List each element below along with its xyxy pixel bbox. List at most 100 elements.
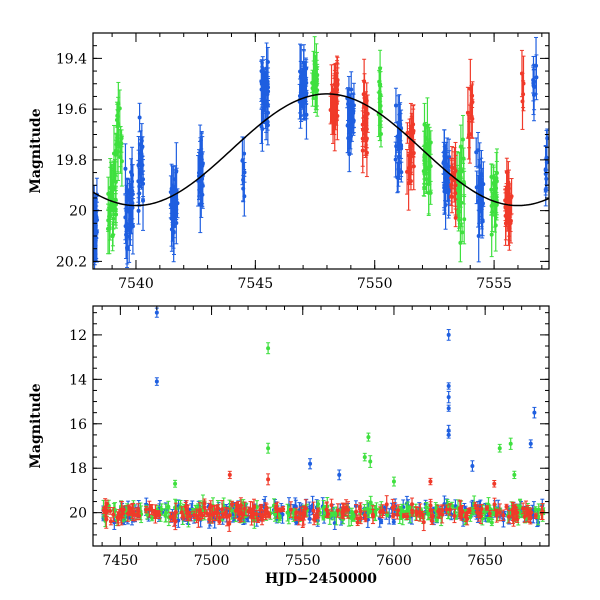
bottom-red-point [315,513,320,520]
bottom-data-points [101,307,546,532]
bottom-red-point [392,501,397,511]
top-red-point [407,152,412,185]
bottom-red-point [227,508,232,522]
bottom-green-point [166,500,171,513]
bottom-red-point [487,509,492,517]
top-blue-point [93,221,98,260]
top-green-point [106,176,111,212]
bottom-red-point [288,501,293,518]
bottom-red-point [188,511,193,522]
bottom-red-point [220,500,225,519]
bottom-x-tick-label: 7650 [467,553,503,569]
bottom-red-point [298,506,303,522]
top-green-point [426,153,431,183]
bottom-blue-outlier [446,382,451,390]
top-plot-frame [92,32,550,270]
bottom-red-point [267,512,272,519]
top-y-tick-label: 19.8 [56,153,87,169]
bottom-red-point [173,513,178,531]
top-blue-point [140,155,145,175]
top-blue-point [531,68,536,122]
bottom-green-point [489,519,494,527]
top-blue-point [300,81,305,108]
top-blue-point [345,97,350,154]
top-blue-point [129,202,134,234]
bottom-axes: 7450 7500 7550 7600 7650 12 14 16 18 20 [69,306,549,569]
bottom-red-point [355,518,360,527]
bottom-red-point [260,513,265,526]
top-red-point [405,149,410,195]
top-blue-point [169,206,174,252]
top-blue-point [393,87,398,124]
top-blue-point [349,71,354,108]
top-green-point [489,212,494,258]
bottom-y-tick-label: 14 [69,372,87,388]
bottom-blue-outlier [532,406,537,419]
top-red-point [363,91,368,148]
bottom-red-point [430,509,435,523]
bottom-panel: 7450 7500 7550 7600 7650 12 14 16 18 20 Magnitude… [28,305,550,587]
bottom-red-point [370,505,375,525]
bottom-red-point [380,504,385,519]
top-green-point [115,109,120,143]
top-green-point [312,36,317,93]
bottom-blue-outlier [308,458,313,470]
top-green-point [310,72,315,94]
top-blue-point [476,209,481,263]
top-green-point [489,163,494,191]
bottom-red-point [417,506,422,518]
bottom-red-point [198,508,203,521]
bottom-red-point [421,513,426,532]
bottom-red-point [237,514,242,523]
top-green-point [461,147,466,170]
bottom-red-point [357,504,362,511]
bottom-red-point [363,515,368,523]
bottom-red-point [345,501,350,519]
top-blue-point [260,56,265,87]
bottom-red-point [119,501,124,519]
bottom-green-outlier [266,342,271,355]
bottom-red-point [504,503,509,510]
bottom-green-outlier [508,437,513,450]
bottom-x-tick-label: 7500 [194,553,230,569]
bottom-red-point [384,495,389,514]
bottom-red-point [529,507,534,518]
bottom-red-point [414,506,419,517]
bottom-red-point [216,504,221,513]
top-blue-point [174,167,179,214]
top-green-point [424,165,429,193]
bottom-red-point [340,502,345,518]
top-blue-point [480,204,485,237]
bottom-red-point [311,501,316,520]
top-red-point [503,185,508,246]
bottom-red-point [444,504,449,515]
top-blue-point [197,149,202,197]
top-red-point [467,121,472,149]
top-red-point [453,208,458,228]
top-green-point [459,147,464,196]
top-y-tick-label: 20.2 [56,254,87,270]
top-y-tick-label: 19.6 [56,102,87,118]
bottom-red-point [428,498,433,513]
top-green-point [110,221,115,252]
bottom-red-point [440,504,445,517]
bottom-red-point [410,508,415,517]
bottom-red-point [149,503,154,515]
bottom-green-outlier [512,470,517,480]
bottom-red-point [194,508,199,524]
bottom-red-point [326,510,331,518]
top-green-point [491,166,496,190]
bottom-y-tick-label: 12 [69,328,87,344]
bottom-red-point [391,513,396,519]
bottom-red-outlier [428,477,433,486]
bottom-red-point [246,506,251,517]
bottom-green-outlier [497,443,502,453]
bottom-red-point [476,504,481,522]
bottom-red-point [447,503,452,516]
bottom-x-tick-label: 7550 [285,553,321,569]
bottom-red-point [497,503,502,522]
top-red-point [335,67,340,102]
top-blue-point [129,158,134,186]
model-curve [93,93,549,207]
